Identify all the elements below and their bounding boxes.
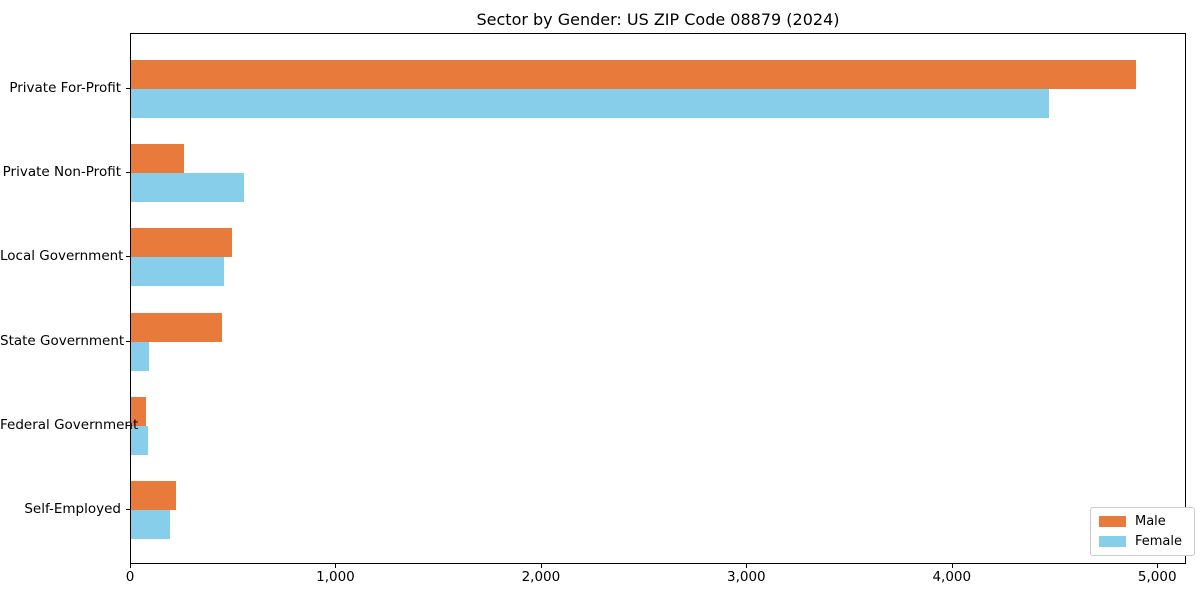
bar-male-0 <box>131 60 1136 89</box>
y-tick-label: State Government <box>0 332 125 349</box>
x-tick-label: 2,000 <box>521 569 561 585</box>
bar-male-5 <box>131 481 177 510</box>
bar-male-3 <box>131 312 223 342</box>
x-tick-mark <box>335 564 337 568</box>
legend-swatch-female <box>1099 536 1126 547</box>
chart-title: Sector by Gender: US ZIP Code 08879 (202… <box>476 10 840 29</box>
x-tick-label: 1,000 <box>316 569 355 585</box>
x-tick-label: 4,000 <box>932 569 972 585</box>
x-tick-mark <box>130 564 131 568</box>
y-tick-label: Private For-Profit <box>9 80 121 96</box>
y-tick-label: Self-Employed <box>24 501 121 517</box>
legend-label-female: Female <box>1135 534 1183 549</box>
y-tick-mark <box>126 172 130 174</box>
y-tick-mark <box>126 256 130 258</box>
y-tick-mark <box>126 509 130 510</box>
legend: Male Female <box>1090 507 1196 556</box>
legend-item-male: Male <box>1099 514 1182 529</box>
plot-area <box>130 33 1186 564</box>
bar-female-2 <box>131 257 225 287</box>
x-tick-mark <box>746 564 748 568</box>
bar-female-4 <box>131 425 149 455</box>
legend-item-female: Female <box>1099 534 1182 549</box>
x-tick-mark <box>1157 564 1159 568</box>
bar-male-1 <box>131 144 185 174</box>
y-tick-label: Federal Government <box>0 416 139 433</box>
bar-female-1 <box>131 173 244 203</box>
bar-female-5 <box>131 510 171 539</box>
y-tick-mark <box>126 340 130 342</box>
y-tick-mark <box>126 88 130 89</box>
bar-female-0 <box>131 89 1050 118</box>
x-tick-mark <box>951 564 953 568</box>
legend-swatch-male <box>1099 516 1126 527</box>
bar-male-4 <box>131 396 147 426</box>
bar-male-2 <box>131 228 232 258</box>
x-tick-mark <box>540 564 542 568</box>
x-tick-label: 0 <box>125 569 135 585</box>
x-tick-label: 3,000 <box>727 569 766 585</box>
y-tick-label: Private Non-Profit <box>2 164 121 181</box>
legend-label-male: Male <box>1135 514 1166 529</box>
y-tick-label: Local Government <box>0 248 124 265</box>
x-tick-label: 5,000 <box>1137 569 1177 585</box>
bar-female-3 <box>131 341 150 371</box>
y-tick-mark <box>126 424 130 426</box>
